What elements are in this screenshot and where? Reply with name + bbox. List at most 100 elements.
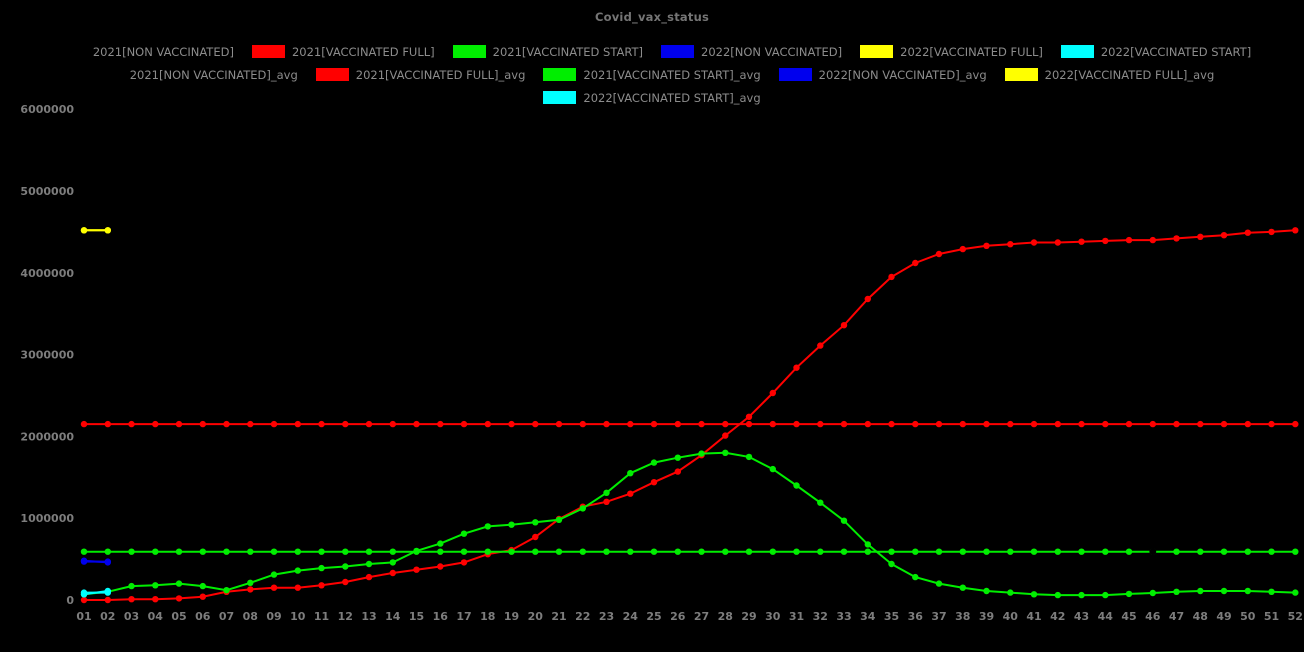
data-point[interactable] (484, 523, 491, 530)
data-point[interactable] (1054, 548, 1062, 555)
data-point[interactable] (1149, 420, 1157, 428)
data-point[interactable] (983, 420, 990, 428)
data-point[interactable] (365, 560, 373, 568)
data-point[interactable] (270, 571, 278, 578)
legend-item-2021-vaccinated-start[interactable]: 2021[VACCINATED START] (452, 45, 643, 59)
data-point[interactable] (508, 521, 515, 528)
data-point[interactable] (1054, 420, 1062, 428)
data-point[interactable] (175, 595, 183, 602)
data-point[interactable] (627, 470, 634, 477)
series-2021-vaccinated-start-avg[interactable] (80, 548, 1299, 555)
data-point[interactable] (104, 548, 112, 555)
data-point[interactable] (698, 420, 705, 428)
data-point[interactable] (1197, 233, 1204, 240)
data-point[interactable] (935, 420, 943, 428)
data-point[interactable] (80, 558, 88, 565)
legend-swatch-2022-vaccinated-start-avg[interactable] (543, 91, 577, 104)
data-point[interactable] (389, 420, 396, 428)
data-point[interactable] (318, 420, 325, 428)
data-point[interactable] (199, 582, 206, 590)
data-point[interactable] (1197, 587, 1204, 595)
legend-swatch-2021-vaccinated-start-avg[interactable] (543, 68, 577, 81)
data-point[interactable] (840, 420, 848, 428)
data-point[interactable] (912, 420, 919, 428)
data-point[interactable] (104, 589, 112, 596)
data-point[interactable] (888, 548, 895, 555)
legend-swatch-2022-non-vaccinated[interactable] (661, 45, 694, 58)
data-point[interactable] (223, 587, 230, 594)
data-point[interactable] (650, 459, 658, 466)
data-point[interactable] (840, 517, 848, 524)
data-point[interactable] (365, 573, 373, 581)
data-point[interactable] (864, 420, 871, 428)
data-point[interactable] (627, 548, 634, 555)
data-point[interactable] (532, 519, 539, 526)
data-point[interactable] (532, 420, 539, 428)
data-point[interactable] (1173, 235, 1180, 242)
data-point[interactable] (864, 295, 871, 303)
data-point[interactable] (270, 584, 278, 591)
data-point[interactable] (365, 420, 373, 428)
legend-item-2021-non-vaccinated-avg[interactable]: 2021[NON VACCINATED]_avg (89, 68, 298, 82)
legend-item-2022-vaccinated-full-avg[interactable]: 2022[VACCINATED FULL]_avg (1004, 68, 1214, 82)
data-point[interactable] (342, 420, 349, 428)
data-point[interactable] (152, 582, 159, 589)
data-point[interactable] (223, 420, 230, 428)
data-point[interactable] (1244, 587, 1252, 595)
data-point[interactable] (840, 322, 848, 329)
data-point[interactable] (1007, 420, 1014, 428)
data-point[interactable] (104, 420, 112, 428)
data-point[interactable] (294, 420, 301, 428)
data-point[interactable] (1149, 589, 1157, 597)
data-point[interactable] (1078, 420, 1085, 428)
series-2021-vaccinated-start[interactable] (80, 449, 1299, 599)
data-point[interactable] (603, 548, 610, 555)
data-point[interactable] (1102, 237, 1109, 245)
data-point[interactable] (793, 364, 800, 371)
data-point[interactable] (1292, 227, 1299, 234)
legend-swatch-2021-non-vaccinated[interactable] (52, 45, 86, 58)
data-point[interactable] (1054, 239, 1062, 246)
data-point[interactable] (1030, 591, 1038, 598)
data-point[interactable] (650, 479, 658, 486)
data-point[interactable] (270, 420, 278, 428)
legend-swatch-2022-vaccinated-full-avg[interactable] (1004, 68, 1038, 81)
data-point[interactable] (389, 569, 396, 577)
series-2021-vaccinated-full[interactable] (80, 227, 1299, 604)
data-point[interactable] (1197, 420, 1204, 428)
legend-swatch-2021-vaccinated-full[interactable] (251, 45, 285, 58)
data-point[interactable] (152, 420, 159, 428)
data-point[interactable] (1102, 420, 1109, 428)
data-point[interactable] (413, 548, 420, 555)
data-point[interactable] (175, 580, 183, 587)
data-point[interactable] (674, 548, 681, 555)
legend-swatch-2021-vaccinated-start[interactable] (452, 45, 486, 58)
data-point[interactable] (983, 548, 990, 555)
data-point[interactable] (1125, 236, 1133, 244)
data-point[interactable] (793, 548, 800, 555)
data-point[interactable] (817, 420, 824, 428)
data-point[interactable] (1292, 589, 1299, 596)
data-point[interactable] (80, 548, 88, 555)
data-point[interactable] (1078, 548, 1085, 555)
data-point[interactable] (294, 567, 301, 574)
data-point[interactable] (389, 548, 396, 555)
data-point[interactable] (1244, 420, 1252, 428)
data-point[interactable] (1244, 548, 1252, 555)
data-point[interactable] (674, 468, 681, 475)
data-point[interactable] (80, 596, 88, 604)
data-point[interactable] (1125, 590, 1133, 598)
legend-item-2022-non-vaccinated[interactable]: 2022[NON VACCINATED] (661, 45, 842, 59)
data-point[interactable] (128, 582, 135, 590)
data-point[interactable] (342, 578, 349, 586)
data-point[interactable] (80, 589, 88, 596)
legend-item-2021-vaccinated-full[interactable]: 2021[VACCINATED FULL] (251, 45, 435, 59)
data-point[interactable] (1292, 420, 1299, 428)
data-point[interactable] (1268, 548, 1275, 555)
data-point[interactable] (959, 245, 966, 253)
data-point[interactable] (983, 587, 990, 595)
legend-item-2021-vaccinated-start-avg[interactable]: 2021[VACCINATED START]_avg (543, 68, 761, 82)
data-point[interactable] (698, 548, 705, 555)
data-point[interactable] (745, 420, 753, 428)
data-point[interactable] (745, 548, 753, 555)
